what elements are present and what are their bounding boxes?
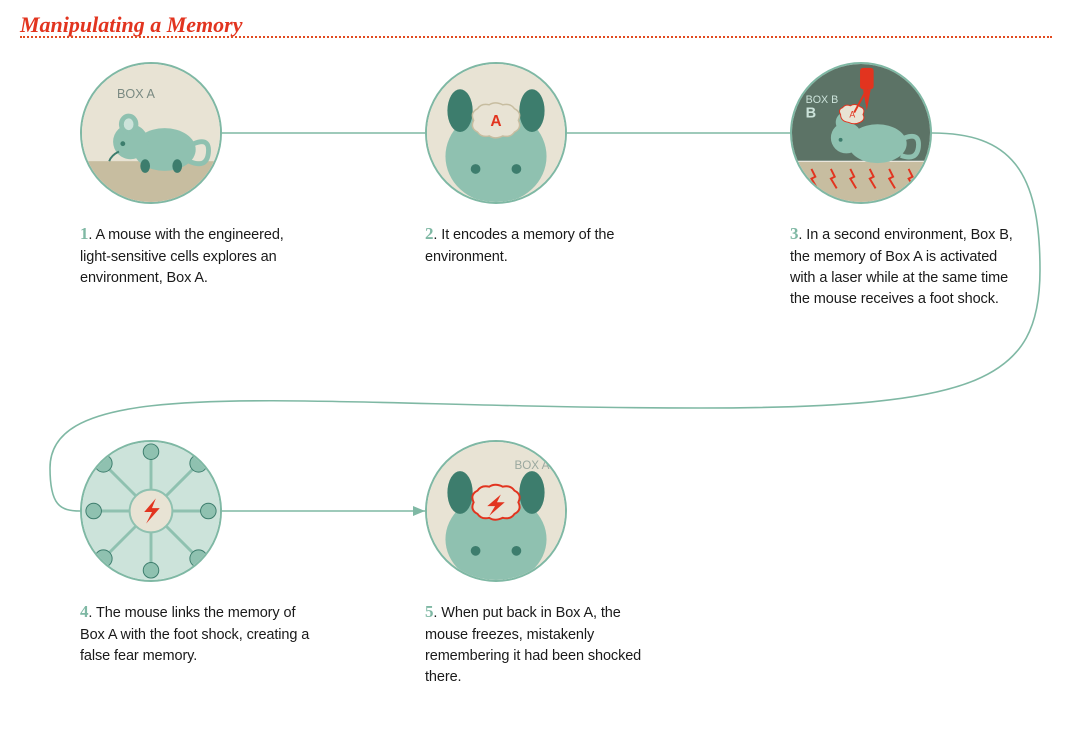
step-2-caption: 2. It encodes a memory of the environmen…	[425, 222, 655, 268]
step-3: BOX B B A	[790, 62, 1020, 310]
step-1: BOX A 1. A mouse with the engineered, li…	[80, 62, 310, 289]
step-1-caption: 1. A mouse with the engineered, light-se…	[80, 222, 310, 289]
step-2-text: It encodes a memory of the environment.	[425, 227, 614, 265]
step-1-text: A mouse with the engineered, light-sensi…	[80, 227, 284, 286]
svg-text:A: A	[490, 113, 501, 130]
step-1-illustration: BOX A	[82, 64, 220, 202]
step-2: A 2. It encodes a memory of the environm…	[425, 62, 655, 268]
step-2-number: 2	[425, 224, 433, 243]
step-1-number: 1	[80, 224, 88, 243]
step-1-medallion: BOX A	[80, 62, 222, 204]
step-4-illustration	[82, 442, 220, 580]
step-4: 4. The mouse links the memory of Box A w…	[80, 440, 310, 667]
step-3-caption: 3. In a second environment, Box B, the m…	[790, 222, 1020, 310]
step-4-medallion	[80, 440, 222, 582]
svg-text:BOX B: BOX B	[806, 94, 839, 106]
step-3-number: 3	[790, 224, 798, 243]
step-3-illustration: BOX B B A	[792, 64, 930, 202]
step-5-caption: 5. When put back in Box A, the mouse fre…	[425, 600, 655, 688]
step-5-number: 5	[425, 602, 433, 621]
step-3-medallion: BOX B B A	[790, 62, 932, 204]
step-5: BOX A 5. When put back in Box A, the mou…	[425, 440, 655, 688]
step-4-text: The mouse links the memory of Box A with…	[80, 605, 309, 664]
step-5-illustration: BOX A	[427, 442, 565, 580]
svg-text:BOX A: BOX A	[514, 459, 549, 472]
step-2-medallion: A	[425, 62, 567, 204]
infographic-title: Manipulating a Memory	[20, 12, 242, 38]
step-3-text: In a second environment, Box B, the memo…	[790, 227, 1013, 307]
svg-text:BOX A: BOX A	[117, 87, 155, 101]
title-underline	[20, 36, 1052, 38]
step-5-medallion: BOX A	[425, 440, 567, 582]
step-2-illustration: A	[427, 64, 565, 202]
step-5-text: When put back in Box A, the mouse freeze…	[425, 605, 641, 685]
step-4-number: 4	[80, 602, 88, 621]
step-4-caption: 4. The mouse links the memory of Box A w…	[80, 600, 310, 667]
svg-text:B: B	[806, 105, 817, 121]
